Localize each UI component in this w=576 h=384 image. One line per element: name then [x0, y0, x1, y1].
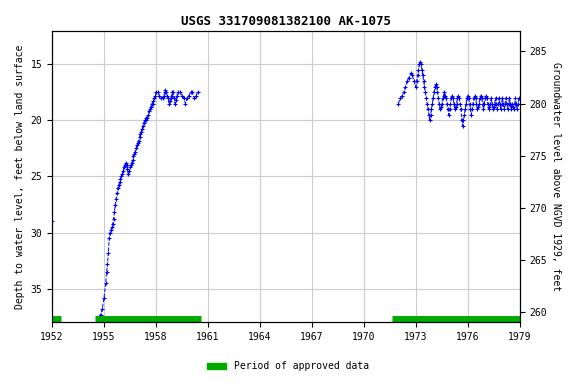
Y-axis label: Depth to water level, feet below land surface: Depth to water level, feet below land su…	[15, 44, 25, 309]
Title: USGS 331709081382100 AK-1075: USGS 331709081382100 AK-1075	[181, 15, 391, 28]
Legend: Period of approved data: Period of approved data	[203, 358, 373, 375]
Y-axis label: Groundwater level above NGVD 1929, feet: Groundwater level above NGVD 1929, feet	[551, 62, 561, 291]
